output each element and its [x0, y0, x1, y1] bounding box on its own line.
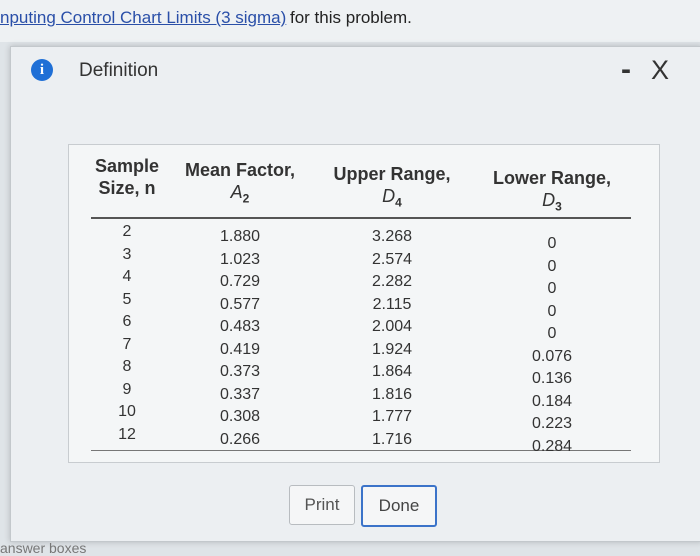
table-cell: 0.184: [531, 392, 573, 410]
table-cell: 5: [122, 290, 132, 308]
table-cell: 6: [122, 313, 132, 330]
header-line: Lower Range,: [492, 168, 612, 188]
table-cell: 1.816: [371, 385, 413, 403]
header-line: Upper Range,: [333, 164, 451, 184]
table-cell: 0.577: [219, 295, 261, 313]
header-line: A2: [165, 181, 315, 210]
table-cell: 0: [547, 235, 557, 252]
table-cell: 1.924: [371, 340, 413, 358]
table-cell: 8: [122, 358, 132, 375]
minimize-button[interactable]: -: [621, 53, 631, 86]
table-cell: 7: [122, 335, 132, 353]
table-cell: 9: [122, 380, 132, 398]
table-panel: Sample Size, n Mean Factor, A2 Upper Range, D…: [68, 144, 660, 463]
header-subscript: 4: [395, 195, 402, 210]
dialog: i Definition - X Sample Size, n Mean Facto…: [10, 46, 700, 542]
table-cell: 0.266: [219, 430, 261, 448]
table-cell: 1.777: [371, 408, 413, 425]
table-cell: 3: [122, 245, 132, 263]
table-cell: 0: [547, 257, 557, 275]
table-cell: 1.023: [219, 250, 261, 268]
header-symbol: D: [542, 190, 556, 210]
column-header: Sample Size, n: [52, 155, 202, 199]
table-cell: 10: [118, 403, 136, 420]
table-cell: 0.419: [219, 340, 261, 358]
column-header: Lower Range, D3: [477, 167, 627, 218]
table-cell: 2.282: [371, 273, 413, 290]
header-rule: [91, 217, 631, 219]
table-cell: 0.076: [531, 347, 573, 365]
done-button[interactable]: Done: [361, 485, 437, 527]
problem-link[interactable]: nputing Control Chart Limits (3 sigma): [0, 8, 287, 27]
table-cell: 0: [547, 280, 557, 297]
print-button[interactable]: Print: [289, 485, 355, 525]
table-cell: 0.337: [219, 385, 261, 403]
header-symbol: A: [230, 182, 243, 202]
table-cell: 12: [118, 425, 136, 443]
table-cell: 0.223: [531, 415, 573, 432]
table-cell: 2.574: [371, 250, 413, 268]
table-cell: 4: [122, 268, 132, 285]
table-cell: 0: [547, 302, 557, 320]
table-cell: 0: [547, 325, 557, 342]
table-cell: 1.864: [371, 363, 413, 380]
close-button[interactable]: X: [651, 55, 670, 85]
column-header: Upper Range, D4: [317, 163, 467, 214]
header-line: D4: [317, 185, 467, 214]
header-text: for this problem.: [290, 8, 412, 27]
header-line: Size, n: [98, 178, 156, 198]
header-subscript: 3: [555, 199, 562, 214]
header-subscript: 2: [242, 191, 250, 206]
table-cell: 3.268: [371, 228, 413, 245]
header-symbol: D: [382, 186, 396, 206]
table-cell: 0.136: [531, 370, 573, 387]
table-cell: 2.004: [371, 318, 413, 335]
table-cell: 0.483: [219, 318, 261, 335]
table-cell: 0.284: [531, 437, 573, 455]
header-line: D3: [477, 189, 627, 218]
table-cell: 1.716: [371, 430, 413, 448]
dialog-title: Definition: [79, 60, 159, 81]
header-line: Sample: [94, 156, 160, 176]
info-icon: i: [31, 59, 53, 81]
table-cell: 1.880: [219, 228, 261, 245]
table-cell: 0.729: [219, 273, 261, 290]
bottom-rule: [91, 450, 631, 451]
top-bar: nputing Control Chart Limits (3 sigma) f…: [0, 0, 700, 42]
table-cell: 0.308: [219, 408, 261, 425]
table-cell: 0.373: [219, 363, 261, 380]
footer-text: answer boxes: [0, 540, 87, 556]
header-line: Mean Factor,: [184, 160, 296, 180]
table-cell: 2.115: [372, 295, 412, 313]
column-header: Mean Factor, A2: [165, 159, 315, 210]
table-cell: 2: [122, 223, 132, 240]
